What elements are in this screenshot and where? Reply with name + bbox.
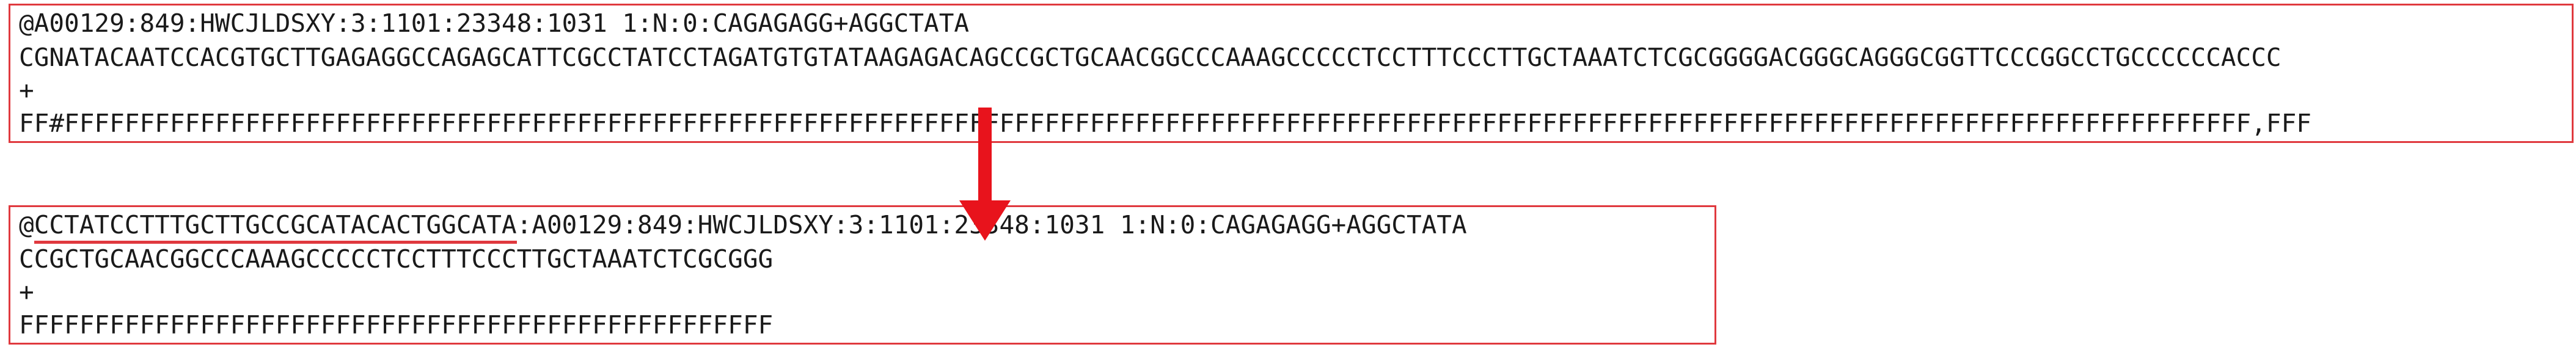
processed-fastq-record: @CCTATCCTTTGCTTGCCGCATACACTGGCATA:A00129…: [9, 205, 1716, 345]
processed-read-separator: +: [19, 277, 34, 307]
read-header: @A00129:849:HWCJLDSXY:3:1101:23348:1031 …: [19, 9, 970, 38]
header-prefix: @: [19, 210, 34, 239]
processed-read-quality: FFFFFFFFFFFFFFFFFFFFFFFFFFFFFFFFFFFFFFFF…: [19, 310, 774, 340]
header-rest: :A00129:849:HWCJLDSXY:3:1101:23348:1031 …: [516, 210, 1467, 239]
original-fastq-record: @A00129:849:HWCJLDSXY:3:1101:23348:1031 …: [9, 4, 2574, 143]
read-sequence: CGNATACAATCCACGTGCTTGAGAGGCCAGAGCATTCGCC…: [19, 43, 2281, 72]
read-separator: +: [19, 76, 34, 105]
processed-read-header: @CCTATCCTTTGCTTGCCGCATACACTGGCATA:A00129…: [19, 210, 1467, 244]
read-quality: FF#FFFFFFFFFFFFFFFFFFFFFFFFFFFFFFFFFFFFF…: [19, 109, 2311, 138]
down-arrow-icon: [959, 108, 1011, 241]
barcode-sequence: CCTATCCTTTGCTTGCCGCATACACTGGCATA: [34, 210, 517, 244]
barcode-underline: [34, 241, 517, 244]
barcode-text: CCTATCCTTTGCTTGCCGCATACACTGGCATA: [34, 210, 517, 239]
processed-read-sequence: CCGCTGCAACGGCCCAAAGCCCCCTCCTTTCCCTTGCTAA…: [19, 244, 774, 274]
